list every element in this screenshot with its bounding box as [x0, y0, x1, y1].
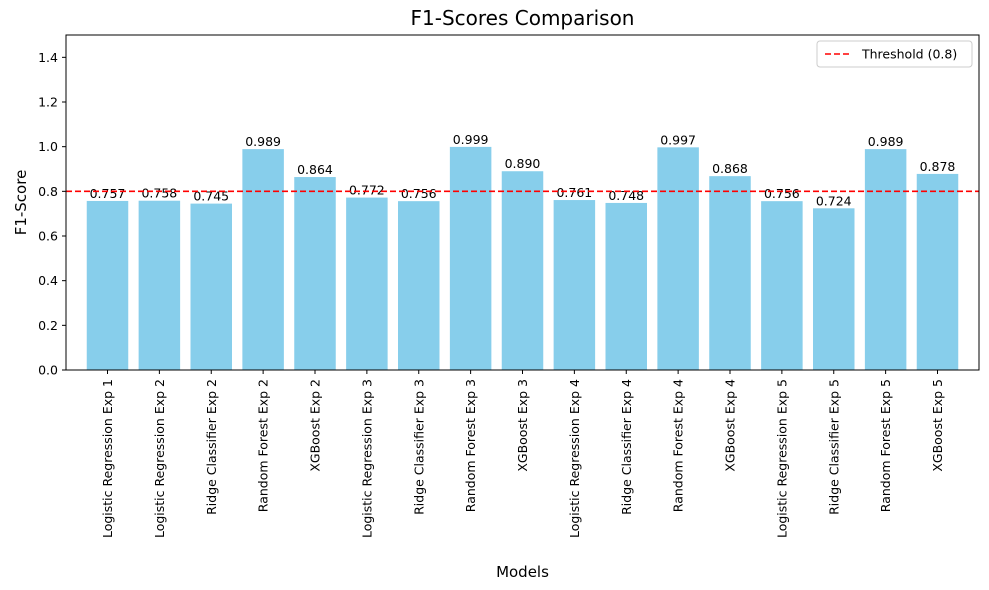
bar: [190, 203, 232, 370]
x-tick-label: Ridge Classifier Exp 4: [619, 379, 634, 515]
bar: [553, 200, 596, 370]
y-tick-label: 0.4: [38, 273, 58, 288]
x-tick-label: Logistic Regression Exp 3: [359, 379, 374, 538]
x-tick-label: Random Forest Exp 2: [256, 379, 271, 512]
bar: [605, 202, 647, 370]
bar-value-label: 0.989: [868, 134, 904, 149]
x-tick-label: XGBoost Exp 2: [308, 379, 323, 472]
bar-value-label: 0.890: [505, 156, 541, 171]
bar: [813, 208, 855, 370]
x-tick-label: Random Forest Exp 4: [671, 379, 686, 512]
bar: [761, 201, 803, 370]
x-tick-label: Logistic Regression Exp 1: [100, 379, 115, 538]
bar: [501, 171, 544, 370]
y-tick-label: 0.6: [38, 229, 58, 244]
x-tick-label: Ridge Classifier Exp 2: [204, 379, 219, 515]
bar-value-label: 0.758: [141, 186, 177, 201]
x-tick-label: Ridge Classifier Exp 3: [411, 379, 426, 515]
bar-value-label: 0.999: [453, 132, 489, 147]
x-tick-label: Random Forest Exp 5: [878, 379, 893, 512]
bar: [864, 149, 907, 370]
x-tick-label: Logistic Regression Exp 5: [774, 379, 789, 538]
bar: [709, 176, 751, 370]
y-tick-label: 0.8: [38, 184, 58, 199]
bar-value-label: 0.997: [660, 132, 696, 147]
bar-value-label: 0.757: [90, 186, 126, 201]
legend: Threshold (0.8): [816, 40, 973, 68]
bar: [138, 200, 181, 370]
bar-value-label: 0.748: [608, 188, 644, 203]
bar-value-label: 0.745: [193, 189, 229, 204]
bar: [86, 200, 129, 370]
bar: [916, 173, 959, 370]
y-tick-label: 1.0: [38, 139, 58, 154]
bar: [398, 201, 440, 370]
x-tick-label: XGBoost Exp 5: [930, 379, 945, 472]
bar-value-label: 0.724: [816, 193, 852, 208]
y-tick-label: 1.4: [38, 50, 58, 65]
x-tick-label: Random Forest Exp 3: [463, 379, 478, 512]
bar-value-label: 0.756: [764, 186, 800, 201]
y-axis-title: F1-Score: [12, 170, 30, 236]
x-tick-label: Ridge Classifier Exp 5: [826, 379, 841, 515]
bar-value-label: 0.864: [297, 162, 333, 177]
bar-value-label: 0.868: [712, 161, 748, 176]
bar-value-label: 0.756: [401, 186, 437, 201]
x-axis: Logistic Regression Exp 1 Logistic Regres…: [100, 370, 945, 538]
bar: [242, 149, 284, 370]
y-tick-label: 0.0: [38, 363, 58, 378]
legend-threshold-label: Threshold (0.8): [861, 47, 957, 62]
y-tick-label: 0.2: [38, 318, 58, 333]
x-tick-label: XGBoost Exp 4: [723, 379, 738, 472]
bar: [449, 146, 492, 370]
x-tick-label: Logistic Regression Exp 2: [152, 379, 167, 538]
bar: [657, 147, 699, 370]
bar-value-label: 0.761: [556, 185, 592, 200]
bar: [346, 197, 388, 370]
bar-value-label: 0.989: [245, 134, 281, 149]
chart-title: F1-Scores Comparison: [411, 6, 635, 30]
bar-value-label: 0.772: [349, 183, 385, 198]
bar: [294, 177, 336, 370]
bars-layer: 0.757 0.758 0.745 0.989 0.864 0.772 0.756 0.999…: [86, 132, 959, 370]
x-tick-label: Logistic Regression Exp 4: [567, 379, 582, 538]
y-tick-label: 1.2: [38, 95, 58, 110]
bar-value-label: 0.878: [920, 159, 956, 174]
legend-box: [816, 40, 973, 68]
x-tick-label: XGBoost Exp 3: [515, 379, 530, 472]
x-axis-title: Models: [496, 563, 549, 581]
y-axis: 0.0 0.2 0.4 0.6 0.8 1.0 1.2 1.4: [38, 50, 66, 378]
